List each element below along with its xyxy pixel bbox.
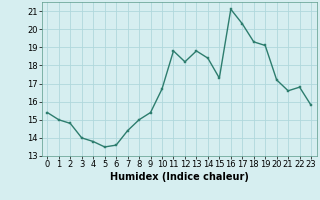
X-axis label: Humidex (Indice chaleur): Humidex (Indice chaleur) bbox=[110, 172, 249, 182]
